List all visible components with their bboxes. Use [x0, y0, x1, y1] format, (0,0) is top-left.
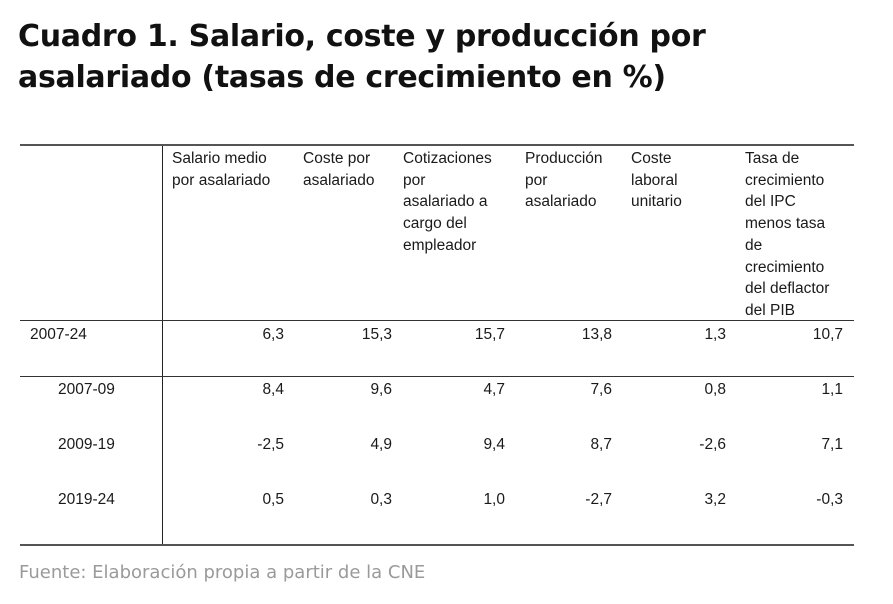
table-cell: 8,7	[590, 436, 612, 453]
row-period: 2007-09	[58, 381, 115, 398]
table-cell: 4,9	[370, 436, 392, 453]
column-header-cotizaciones: Cotizaciones por asalariado a cargo del …	[403, 150, 492, 254]
column-header-produccion: Producción por asalariado	[525, 150, 603, 211]
column-header-ipc-deflactor: Tasa de crecimiento del IPC menos tasa d…	[745, 150, 830, 319]
table-cell: 10,7	[812, 326, 843, 343]
table-cell: 1,1	[821, 381, 843, 398]
table-cell: -2,6	[699, 436, 726, 453]
table-top-rule	[20, 144, 854, 146]
table-cell: 7,6	[590, 381, 612, 398]
table-bottom-rule	[20, 544, 854, 546]
total-row-divider	[20, 376, 854, 377]
table-cell: -2,5	[257, 436, 284, 453]
table-cell: 13,8	[581, 326, 612, 343]
table-cell: 6,3	[262, 326, 284, 343]
table-cell: 15,3	[361, 326, 392, 343]
source-note: Fuente: Elaboración propia a partir de l…	[19, 562, 426, 583]
table-cell: 0,3	[370, 491, 392, 508]
table-cell: 3,2	[704, 491, 726, 508]
table-cell: 1,3	[704, 326, 726, 343]
table-cell: 8,4	[262, 381, 284, 398]
table-cell: 0,5	[262, 491, 284, 508]
column-header-clu: Coste laboral unitario	[631, 150, 682, 211]
row-period: 2019-24	[58, 491, 115, 508]
row-period: 2007-24	[30, 326, 87, 343]
data-table: Salario medio por asalariado Coste por a…	[20, 144, 854, 546]
table-cell: 7,1	[821, 436, 843, 453]
table-cell: 9,6	[370, 381, 392, 398]
period-column-divider	[162, 146, 163, 544]
table-title: Cuadro 1. Salario, coste y producción po…	[18, 19, 706, 95]
header-divider	[20, 320, 854, 321]
table-cell: 0,8	[704, 381, 726, 398]
table-cell: 9,4	[483, 436, 505, 453]
row-period: 2009-19	[58, 436, 115, 453]
column-header-coste: Coste por asalariado	[303, 150, 375, 189]
column-header-salario: Salario medio por asalariado	[172, 150, 271, 189]
table-cell: 1,0	[483, 491, 505, 508]
table-cell: -2,7	[585, 491, 612, 508]
table-cell: 4,7	[483, 381, 505, 398]
table-cell: 15,7	[474, 326, 505, 343]
table-cell: -0,3	[816, 491, 843, 508]
